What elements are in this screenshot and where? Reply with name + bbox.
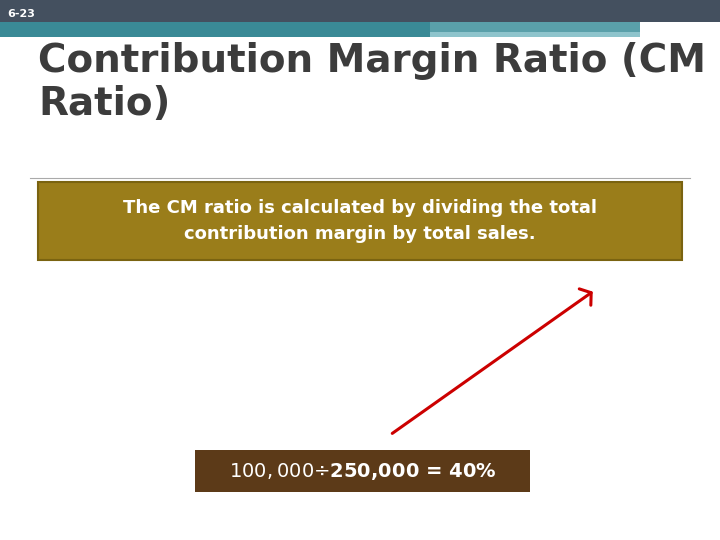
Text: Contribution Margin Ratio (CM
Ratio): Contribution Margin Ratio (CM Ratio) xyxy=(38,42,706,123)
Text: $100,000 ÷ $250,000 = 40%: $100,000 ÷ $250,000 = 40% xyxy=(229,461,496,482)
Bar xyxy=(38,182,682,260)
Bar xyxy=(0,0,720,22)
Bar xyxy=(0,22,430,37)
Text: The CM ratio is calculated by dividing the total
contribution margin by total sa: The CM ratio is calculated by dividing t… xyxy=(123,199,597,243)
Bar xyxy=(430,22,640,32)
Bar xyxy=(195,450,530,492)
Text: 6-23: 6-23 xyxy=(7,9,35,19)
Bar xyxy=(430,32,640,37)
